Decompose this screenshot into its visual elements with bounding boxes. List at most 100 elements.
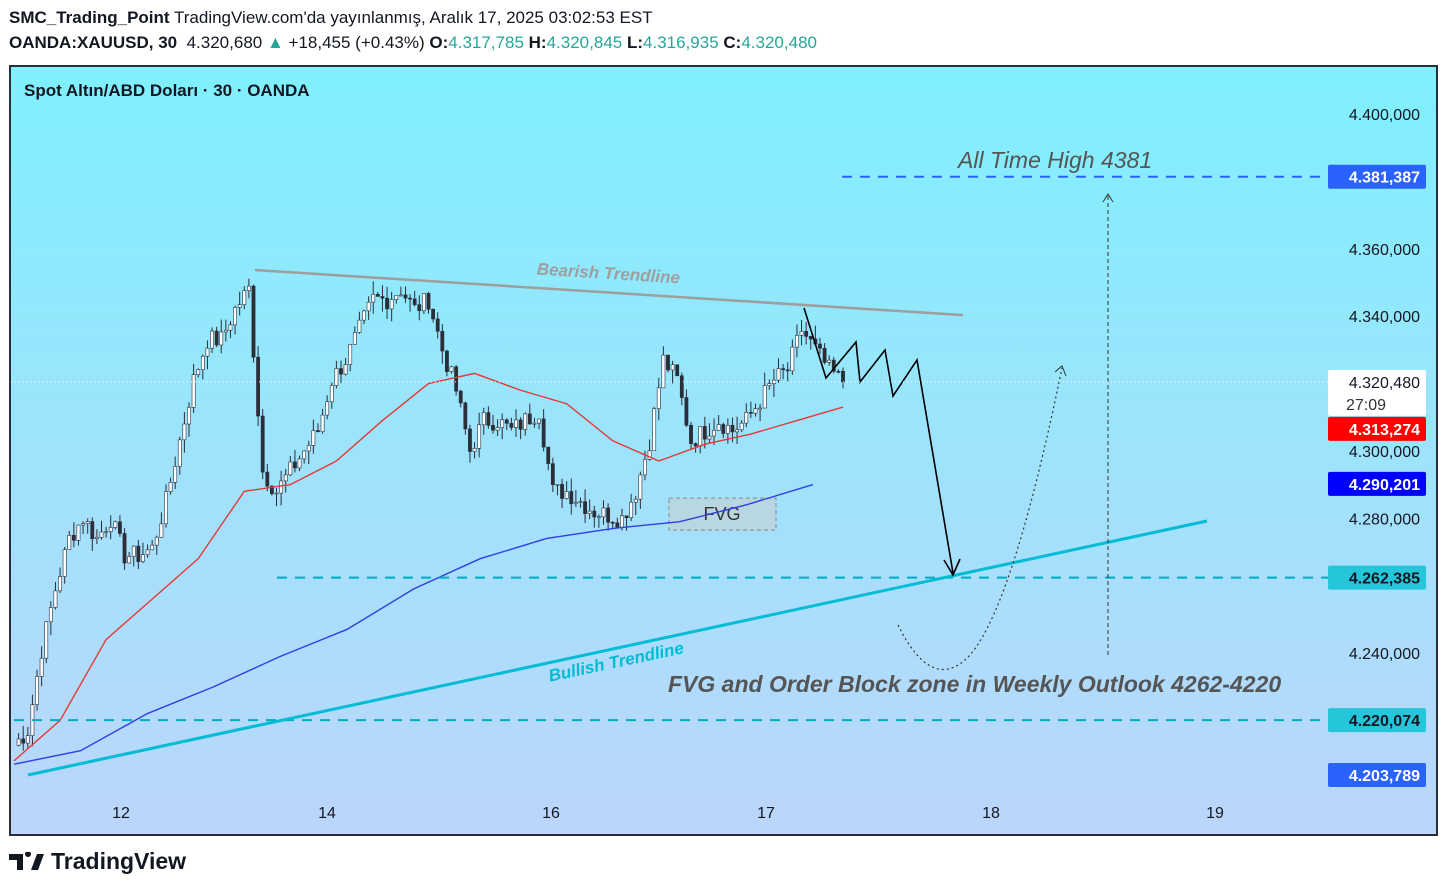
candle [150, 544, 155, 551]
candle [560, 484, 564, 499]
price-badge [1328, 164, 1426, 189]
tradingview-logo[interactable]: TradingView [9, 848, 186, 875]
candle [790, 346, 795, 372]
candle [412, 298, 417, 305]
price-badge [1328, 708, 1426, 733]
candle [606, 507, 611, 523]
candle [578, 501, 583, 503]
candle [431, 308, 436, 320]
candle [818, 343, 822, 349]
candle [251, 285, 256, 358]
candle [39, 657, 44, 677]
candle [357, 319, 362, 333]
candle [587, 510, 592, 514]
candle [131, 545, 136, 557]
candle [597, 516, 601, 519]
candle [293, 461, 297, 469]
candle [767, 383, 772, 386]
candle [675, 364, 680, 377]
bearish-trendline-label: Bearish Trendline [536, 259, 680, 287]
candle [569, 491, 574, 505]
candle [145, 549, 150, 556]
candles [16, 278, 845, 751]
candle [624, 515, 629, 518]
candle [99, 531, 104, 538]
price-badge-label: 4.320,480 [1349, 375, 1420, 392]
low-label: L: [626, 33, 644, 52]
price-badge [1328, 471, 1426, 496]
fvg-box: FVG [668, 497, 777, 531]
candle [122, 533, 127, 564]
arrow-head-icon [1102, 193, 1114, 203]
candle [693, 443, 698, 447]
candle [25, 735, 30, 744]
candle [564, 491, 569, 499]
candle [426, 293, 431, 310]
candle [306, 445, 311, 452]
candle [500, 419, 505, 428]
candle [601, 507, 606, 518]
candle [643, 459, 647, 476]
projection-path [803, 307, 954, 574]
candle [320, 414, 325, 432]
candle [362, 310, 366, 321]
x-tick-label: 12 [112, 805, 130, 822]
candle [242, 290, 247, 305]
candle [297, 458, 302, 469]
candle [274, 492, 279, 495]
price-badge [1328, 763, 1426, 788]
y-tick-label: 4.300,000 [1349, 444, 1420, 461]
candle [836, 370, 841, 373]
candle [325, 401, 330, 416]
publish-info: SMC_Trading_Point TradingView.com'da yay… [9, 8, 653, 28]
candle [223, 329, 228, 333]
candle [666, 354, 670, 371]
candle [822, 347, 827, 363]
candle [463, 402, 468, 430]
candle [435, 318, 440, 332]
axes: 4.400,000 4.360,000 4.340,000 4.300,000 4.28… [112, 107, 1426, 822]
candle [730, 424, 735, 433]
candle [748, 412, 753, 414]
y-tick-label: 4.340,000 [1349, 309, 1420, 326]
candle [689, 424, 693, 444]
candle [785, 369, 790, 372]
high-label: H: [528, 33, 547, 52]
candle [95, 536, 99, 539]
candle [339, 368, 343, 375]
candle [477, 424, 482, 449]
candle [725, 424, 730, 434]
candle [58, 576, 62, 592]
candle [712, 429, 716, 437]
candle [781, 368, 786, 371]
author[interactable]: SMC_Trading_Point [9, 8, 170, 27]
recovery-path [897, 367, 1063, 670]
change: +18,455 (+0.43%) [288, 33, 425, 52]
x-tick-label: 16 [542, 805, 560, 822]
candle [776, 368, 781, 381]
price-badge-label: 4.381,387 [1349, 170, 1420, 187]
candle [136, 545, 141, 562]
candle [375, 293, 380, 297]
publish-date: TradingView.com'da yayınlanmış, Aralık 1… [174, 8, 653, 27]
candle [744, 412, 749, 424]
candle [523, 413, 528, 430]
price-chart[interactable]: FVG Bearish Trendline Bullish Trendline Al… [11, 67, 1436, 834]
arrow-head-icon [1054, 365, 1067, 377]
candle [191, 374, 196, 408]
candle [104, 531, 109, 533]
price-badge-label: 4.220,074 [1349, 713, 1420, 730]
candle [698, 426, 703, 447]
candle [279, 480, 284, 494]
candle [758, 407, 763, 410]
candle [283, 474, 288, 482]
ath-label: All Time High 4381 [956, 147, 1152, 173]
candle [610, 521, 615, 524]
candle [233, 307, 237, 326]
candle [118, 521, 122, 534]
candle [348, 344, 353, 365]
price-badge [1328, 369, 1426, 416]
chart-area[interactable]: FVG Bearish Trendline Bullish Trendline Al… [9, 65, 1438, 836]
symbol[interactable]: OANDA:XAUUSD, 30 [9, 33, 178, 52]
close-label: C: [723, 33, 742, 52]
